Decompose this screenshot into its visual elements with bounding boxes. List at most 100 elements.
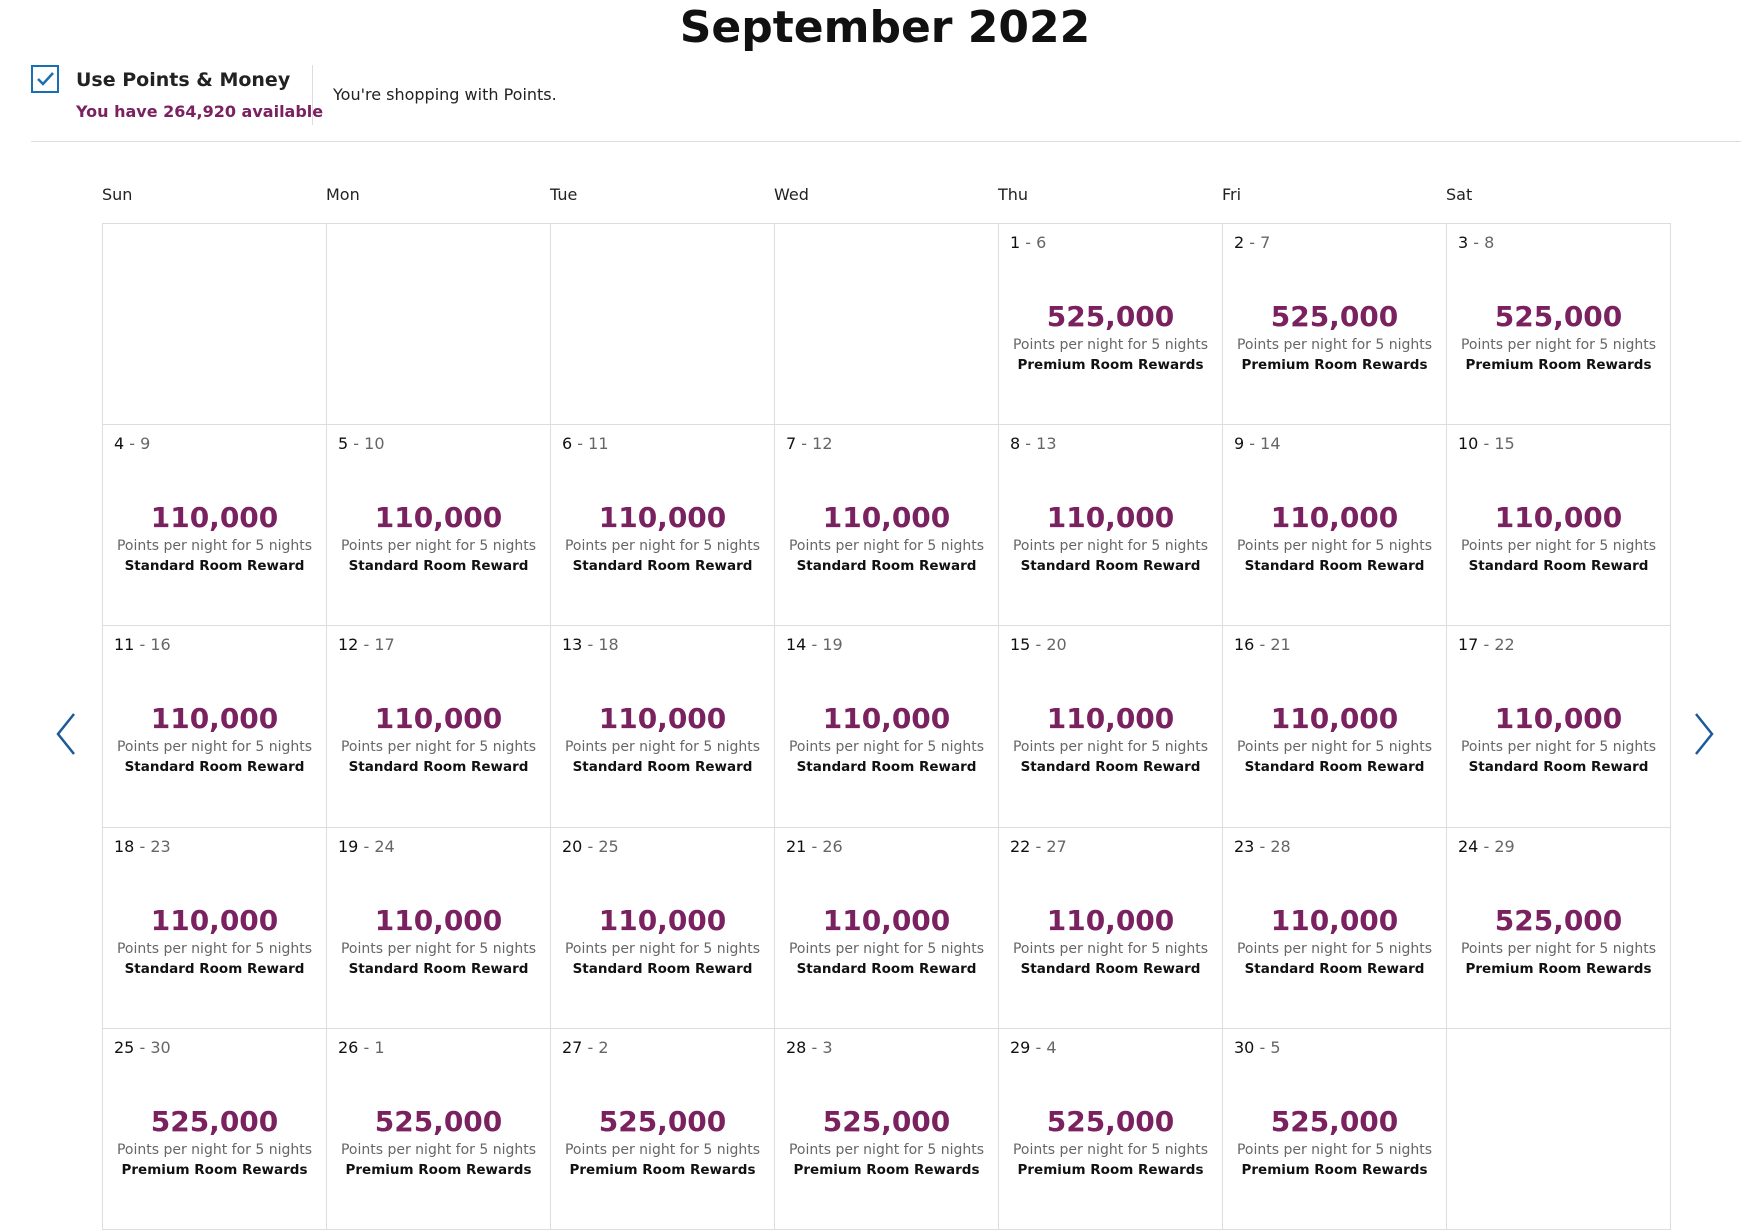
date-range: 2 - 7 bbox=[1234, 233, 1270, 252]
day-cell[interactable]: 1 - 6 525,000 Points per night for 5 night… bbox=[999, 224, 1223, 426]
room-type: Standard Room Reward bbox=[796, 759, 977, 776]
price-unit: Points per night for 5 nights bbox=[116, 538, 313, 555]
separator: - bbox=[139, 836, 146, 856]
day-cell[interactable]: 16 - 21 110,000 Points per night for 5 nig… bbox=[1223, 626, 1447, 828]
points-price: 110,000 bbox=[822, 501, 951, 535]
start-date: 7 bbox=[786, 434, 797, 454]
room-type: Standard Room Reward bbox=[1244, 759, 1425, 776]
separator: - bbox=[139, 635, 146, 655]
start-date: 17 bbox=[1458, 635, 1479, 655]
day-cell[interactable]: 7 - 12 110,000 Points per night for 5 nigh… bbox=[775, 425, 999, 627]
day-cell[interactable]: 4 - 9 110,000 Points per night for 5 night… bbox=[103, 425, 327, 627]
room-type: Standard Room Reward bbox=[348, 558, 529, 575]
rate-info: 525,000 Points per night for 5 nights Prem… bbox=[1223, 1105, 1446, 1178]
points-price: 525,000 bbox=[374, 1104, 503, 1138]
room-type: Standard Room Reward bbox=[1244, 558, 1425, 575]
day-cell[interactable]: 14 - 19 110,000 Points per night for 5 nig… bbox=[775, 626, 999, 828]
end-date-value: 30 bbox=[150, 1037, 171, 1057]
price-unit: Points per night for 5 nights bbox=[564, 1141, 761, 1158]
day-cell[interactable]: 3 - 8 525,000 Points per night for 5 night… bbox=[1447, 224, 1671, 426]
day-cell[interactable]: 15 - 20 110,000 Points per night for 5 nig… bbox=[999, 626, 1223, 828]
checkbox-label[interactable]: Use Points & Money bbox=[76, 69, 291, 91]
day-cell[interactable]: 2 - 7 525,000 Points per night for 5 night… bbox=[1223, 224, 1447, 426]
start-date: 12 bbox=[338, 635, 359, 655]
day-cell[interactable]: 12 - 17 110,000 Points per night for 5 nig… bbox=[327, 626, 551, 828]
day-cell[interactable]: 20 - 25 110,000 Points per night for 5 nig… bbox=[551, 827, 775, 1029]
separator: - bbox=[1259, 836, 1266, 856]
end-date: - 6 bbox=[1020, 233, 1046, 252]
day-cell[interactable]: 10 - 15 110,000 Points per night for 5 nig… bbox=[1447, 425, 1671, 627]
room-type: Standard Room Reward bbox=[348, 759, 529, 776]
day-cell[interactable]: 27 - 2 525,000 Points per night for 5 nigh… bbox=[551, 1028, 775, 1230]
separator: - bbox=[1025, 434, 1032, 454]
date-range: 5 - 10 bbox=[338, 434, 385, 453]
empty-cell bbox=[551, 224, 775, 426]
points-price: 525,000 bbox=[822, 1104, 951, 1138]
prev-arrow[interactable] bbox=[54, 712, 78, 756]
rate-info: 110,000 Points per night for 5 nights Stan… bbox=[551, 501, 774, 574]
price-unit: Points per night for 5 nights bbox=[1460, 940, 1657, 957]
end-date-value: 20 bbox=[1046, 635, 1067, 655]
date-range: 24 - 29 bbox=[1458, 837, 1515, 856]
room-type: Standard Room Reward bbox=[1020, 960, 1201, 977]
room-type: Premium Room Rewards bbox=[345, 1161, 532, 1178]
day-cell[interactable]: 13 - 18 110,000 Points per night for 5 nig… bbox=[551, 626, 775, 828]
rate-info: 110,000 Points per night for 5 nights Stan… bbox=[999, 501, 1222, 574]
end-date-value: 16 bbox=[150, 635, 171, 655]
start-date: 18 bbox=[114, 836, 135, 856]
day-cell[interactable]: 18 - 23 110,000 Points per night for 5 nig… bbox=[103, 827, 327, 1029]
room-type: Standard Room Reward bbox=[1244, 960, 1425, 977]
end-date-value: 27 bbox=[1046, 836, 1067, 856]
points-price: 110,000 bbox=[822, 903, 951, 937]
date-range: 21 - 26 bbox=[786, 837, 843, 856]
date-range: 22 - 27 bbox=[1010, 837, 1067, 856]
day-cell[interactable]: 24 - 29 525,000 Points per night for 5 nig… bbox=[1447, 827, 1671, 1029]
date-range: 28 - 3 bbox=[786, 1038, 833, 1057]
day-cell[interactable]: 9 - 14 110,000 Points per night for 5 nigh… bbox=[1223, 425, 1447, 627]
start-date: 9 bbox=[1234, 434, 1245, 454]
start-date: 15 bbox=[1010, 635, 1031, 655]
separator: - bbox=[577, 434, 584, 454]
day-cell[interactable]: 11 - 16 110,000 Points per night for 5 nig… bbox=[103, 626, 327, 828]
day-cell[interactable]: 6 - 11 110,000 Points per night for 5 nigh… bbox=[551, 425, 775, 627]
room-type: Premium Room Rewards bbox=[1017, 1161, 1204, 1178]
day-cell[interactable]: 29 - 4 525,000 Points per night for 5 nigh… bbox=[999, 1028, 1223, 1230]
weekday-label: Fri bbox=[1222, 185, 1242, 204]
room-type: Standard Room Reward bbox=[1468, 558, 1649, 575]
room-type: Standard Room Reward bbox=[796, 960, 977, 977]
end-date: - 22 bbox=[1478, 635, 1514, 654]
shopping-note: You're shopping with Points. bbox=[333, 85, 557, 104]
date-range: 10 - 15 bbox=[1458, 434, 1515, 453]
date-range: 6 - 11 bbox=[562, 434, 609, 453]
day-cell[interactable]: 17 - 22 110,000 Points per night for 5 nig… bbox=[1447, 626, 1671, 828]
separator: - bbox=[811, 1037, 818, 1057]
date-range: 25 - 30 bbox=[114, 1038, 171, 1057]
end-date: - 14 bbox=[1244, 434, 1280, 453]
day-cell[interactable]: 23 - 28 110,000 Points per night for 5 nig… bbox=[1223, 827, 1447, 1029]
day-cell[interactable]: 8 - 13 110,000 Points per night for 5 nigh… bbox=[999, 425, 1223, 627]
end-date-value: 24 bbox=[374, 836, 395, 856]
start-date: 8 bbox=[1010, 434, 1021, 454]
weekday-label: Sat bbox=[1446, 185, 1473, 204]
next-arrow[interactable] bbox=[1692, 712, 1716, 756]
day-cell[interactable]: 30 - 5 525,000 Points per night for 5 nigh… bbox=[1223, 1028, 1447, 1230]
checkbox[interactable] bbox=[31, 65, 59, 93]
start-date: 23 bbox=[1234, 836, 1255, 856]
day-cell[interactable]: 28 - 3 525,000 Points per night for 5 nigh… bbox=[775, 1028, 999, 1230]
divider bbox=[312, 65, 313, 125]
price-unit: Points per night for 5 nights bbox=[1460, 337, 1657, 353]
day-cell[interactable]: 22 - 27 110,000 Points per night for 5 nig… bbox=[999, 827, 1223, 1029]
room-type: Standard Room Reward bbox=[348, 960, 529, 977]
start-date: 5 bbox=[338, 434, 349, 454]
end-date: - 2 bbox=[582, 1038, 608, 1057]
start-date: 22 bbox=[1010, 836, 1031, 856]
day-cell[interactable]: 21 - 26 110,000 Points per night for 5 nig… bbox=[775, 827, 999, 1029]
day-cell[interactable]: 26 - 1 525,000 Points per night for 5 nigh… bbox=[327, 1028, 551, 1230]
separator: - bbox=[587, 1037, 594, 1057]
day-cell[interactable]: 25 - 30 525,000 Points per night for 5 nig… bbox=[103, 1028, 327, 1230]
day-cell[interactable]: 19 - 24 110,000 Points per night for 5 nig… bbox=[327, 827, 551, 1029]
separator: - bbox=[587, 836, 594, 856]
day-cell[interactable]: 5 - 10 110,000 Points per night for 5 nigh… bbox=[327, 425, 551, 627]
weekday-label: Tue bbox=[550, 185, 578, 204]
rate-info: 110,000 Points per night for 5 nights Stan… bbox=[775, 702, 998, 775]
